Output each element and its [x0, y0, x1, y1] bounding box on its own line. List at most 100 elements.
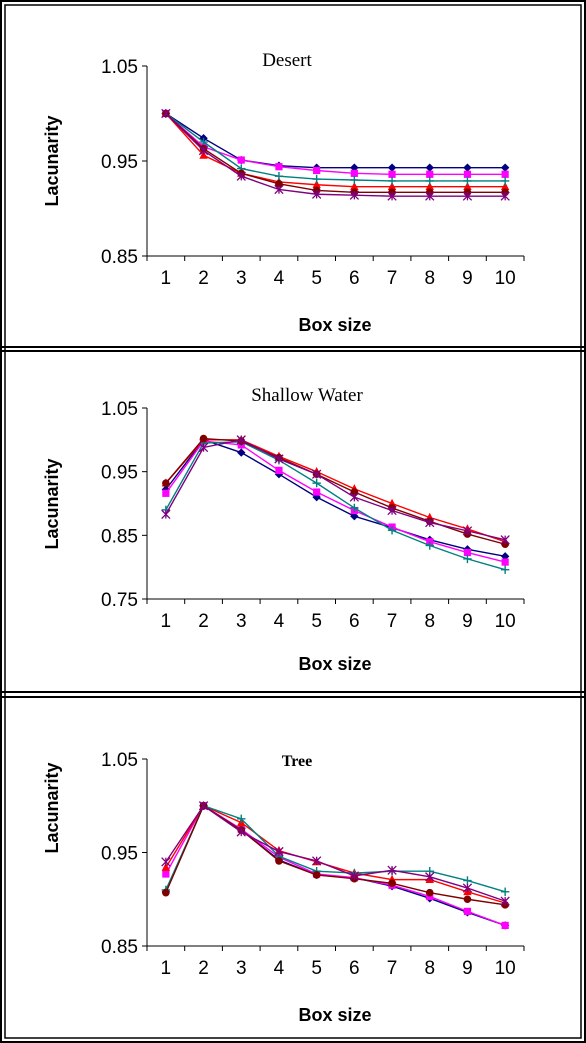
data-point [236, 827, 246, 837]
series-line [165, 804, 506, 902]
data-point [388, 879, 396, 888]
series-line [165, 113, 506, 188]
data-point [237, 814, 246, 824]
y-tick-label: 0.95 [101, 463, 138, 484]
series-line [165, 112, 506, 169]
data-point [387, 163, 397, 172]
data-point [161, 857, 171, 867]
data-point [274, 184, 284, 195]
chart-panel-shallow-water: Shallow Water Lacunarity Box size 0.750.… [42, 385, 525, 674]
data-point [463, 163, 472, 172]
data-point [275, 466, 283, 474]
x-tick-label: 10 [495, 268, 516, 289]
x-tick-label: 7 [387, 958, 398, 979]
series-line [165, 112, 506, 194]
data-point [161, 509, 171, 519]
data-point [425, 517, 435, 528]
data-point [162, 888, 170, 897]
data-point [463, 554, 472, 564]
x-tick-label: 5 [311, 958, 322, 979]
x-tick-label: 3 [236, 268, 247, 289]
series-line [165, 440, 506, 563]
data-point [500, 535, 510, 545]
x-tick-label: 7 [387, 268, 398, 289]
data-point [349, 492, 360, 502]
data-point [198, 145, 209, 156]
data-point [275, 180, 283, 188]
x-axis-title: Box size [298, 315, 371, 335]
x-tick-label: 3 [236, 611, 247, 632]
data-point [425, 163, 434, 172]
data-point [311, 189, 322, 199]
series-line [165, 804, 506, 893]
series-line [165, 441, 506, 571]
data-point [388, 170, 396, 178]
x-tick-label: 4 [274, 611, 285, 632]
series-line [165, 113, 506, 197]
data-point [350, 488, 359, 496]
data-point [425, 541, 434, 550]
data-point [501, 558, 509, 566]
data-point [425, 181, 434, 191]
data-point [275, 163, 283, 171]
x-tick-label: 1 [161, 268, 172, 289]
series-5 [162, 434, 509, 549]
series-6 [161, 435, 510, 545]
x-tick-label: 9 [462, 958, 473, 979]
series-line [165, 804, 506, 904]
data-point [500, 896, 510, 906]
series-6 [161, 108, 510, 201]
x-tick-label: 4 [274, 268, 285, 289]
series-5 [162, 109, 509, 197]
series-line [165, 439, 506, 543]
data-point [463, 876, 472, 885]
x-tick-label: 1 [161, 958, 172, 979]
data-point [500, 565, 510, 574]
data-point [500, 163, 510, 172]
data-point [198, 442, 209, 453]
data-point [199, 434, 208, 443]
panel-title: Tree [282, 753, 313, 770]
x-tick-label: 8 [424, 958, 435, 979]
y-axis-title: Lacunarity [42, 458, 62, 549]
data-point [387, 191, 397, 201]
data-point [501, 921, 509, 930]
data-point [463, 548, 472, 557]
data-point [313, 488, 321, 496]
y-tick-label: 1.05 [101, 750, 138, 771]
data-point [312, 478, 321, 488]
y-tick-label: 0.85 [101, 526, 138, 547]
series-5 [162, 801, 509, 909]
y-tick-label: 1.05 [101, 57, 138, 78]
x-tick-label: 6 [349, 268, 360, 289]
x-tick-label: 9 [462, 268, 473, 289]
data-point [199, 137, 208, 147]
data-point [312, 180, 321, 189]
y-tick-label: 0.95 [101, 152, 138, 173]
panel-title: Desert [262, 50, 312, 71]
data-point [236, 171, 246, 181]
x-tick-label: 8 [424, 268, 435, 289]
x-axis-title: Box size [298, 1005, 371, 1025]
data-point [425, 872, 435, 882]
data-point [275, 857, 283, 865]
data-point [236, 435, 246, 445]
x-tick-label: 10 [495, 958, 516, 979]
data-point [350, 503, 359, 513]
data-point [462, 191, 473, 201]
data-point [349, 190, 360, 200]
panel-title: Shallow Water [251, 385, 363, 406]
data-point [274, 846, 284, 857]
data-point [237, 156, 245, 164]
data-point [350, 181, 359, 191]
data-point [387, 181, 397, 191]
y-axis-title: Lacunarity [42, 762, 62, 853]
data-point [198, 801, 209, 811]
x-tick-label: 4 [274, 958, 285, 979]
data-point [463, 181, 472, 191]
data-point [162, 479, 170, 487]
series-1 [161, 435, 510, 561]
x-tick-label: 6 [349, 611, 360, 632]
x-tick-label: 10 [495, 611, 516, 632]
